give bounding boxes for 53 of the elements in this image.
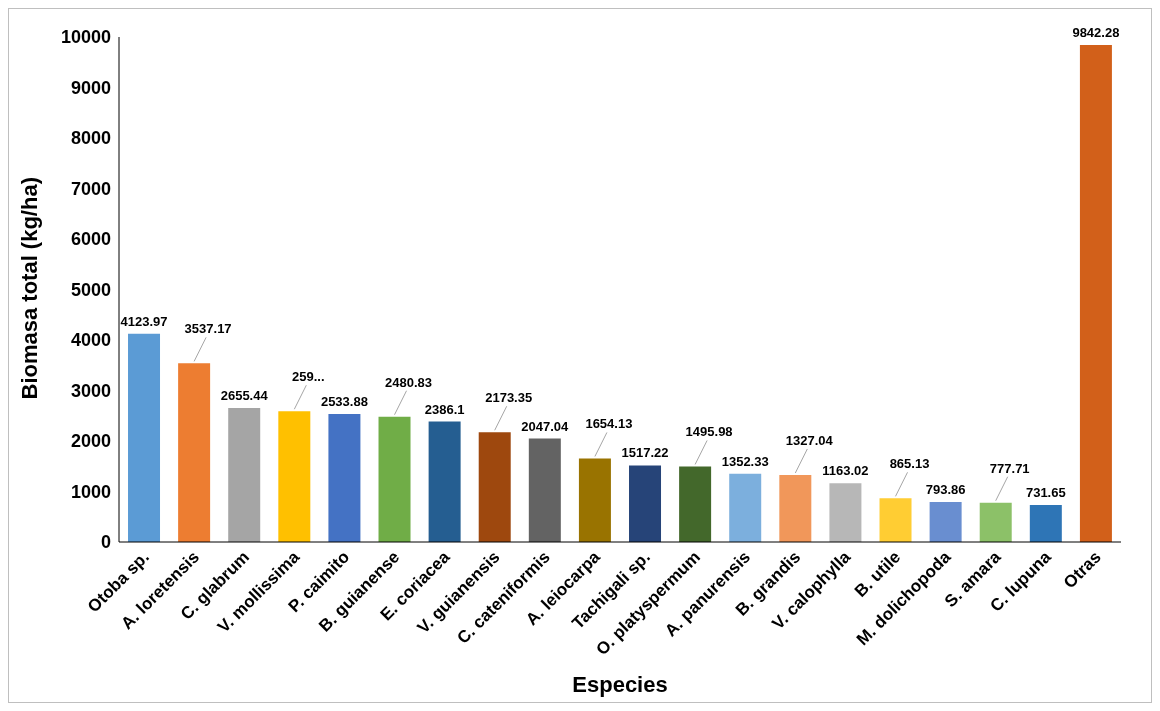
bar xyxy=(1079,44,1112,542)
data-label: 1517.22 xyxy=(621,445,669,461)
bar xyxy=(128,333,161,542)
bar xyxy=(829,483,862,542)
y-tick-label: 4000 xyxy=(70,330,111,351)
data-label: 777.71 xyxy=(989,460,1030,476)
data-label: 9842.28 xyxy=(1072,24,1120,40)
bar xyxy=(729,473,762,542)
y-tick-label: 3000 xyxy=(70,380,111,401)
bar xyxy=(629,465,662,542)
data-label: 865.13 xyxy=(889,456,930,472)
y-tick-label: 7000 xyxy=(70,178,111,199)
data-label: 259... xyxy=(292,369,325,385)
data-label: 2480.83 xyxy=(385,374,433,390)
y-tick-label: 9000 xyxy=(70,77,111,98)
data-label: 2655.44 xyxy=(220,387,269,403)
y-tick-label: 8000 xyxy=(70,128,111,149)
y-tick-label: 10000 xyxy=(60,27,111,48)
data-label: 2533.88 xyxy=(320,394,368,410)
y-tick-label: 1000 xyxy=(70,481,111,502)
bar xyxy=(578,458,611,542)
bar xyxy=(679,466,712,542)
data-label: 1495.98 xyxy=(685,424,733,440)
bar xyxy=(228,407,261,542)
bar xyxy=(979,502,1012,542)
bar xyxy=(528,438,561,542)
x-axis-title: Especies xyxy=(572,672,668,697)
y-tick-label: 2000 xyxy=(70,431,111,452)
data-label: 793.86 xyxy=(925,481,966,497)
data-label: 2173.35 xyxy=(485,390,533,406)
bar xyxy=(1029,505,1062,542)
bar xyxy=(478,432,511,542)
data-label: 1163.02 xyxy=(822,463,869,479)
y-axis-title: Biomasa total (kg/ha) xyxy=(16,177,42,400)
y-tick-label: 0 xyxy=(100,532,111,553)
bar xyxy=(779,474,812,542)
bar xyxy=(178,363,211,542)
data-label: 3537.17 xyxy=(184,321,232,337)
data-label: 2047.04 xyxy=(521,418,570,434)
data-label: 4123.97 xyxy=(120,313,168,329)
data-label: 731.65 xyxy=(1025,485,1066,501)
bar xyxy=(929,501,962,542)
data-label: 2386.1 xyxy=(424,401,465,417)
y-tick-label: 6000 xyxy=(70,229,111,250)
bar xyxy=(428,421,461,542)
bar xyxy=(328,414,361,542)
bar xyxy=(879,498,912,542)
y-tick-label: 5000 xyxy=(70,279,111,300)
data-label: 1654.13 xyxy=(585,416,633,432)
bar xyxy=(278,411,311,542)
data-label: 1327.04 xyxy=(785,432,834,448)
data-label: 1352.33 xyxy=(721,453,769,469)
bar xyxy=(378,416,411,542)
